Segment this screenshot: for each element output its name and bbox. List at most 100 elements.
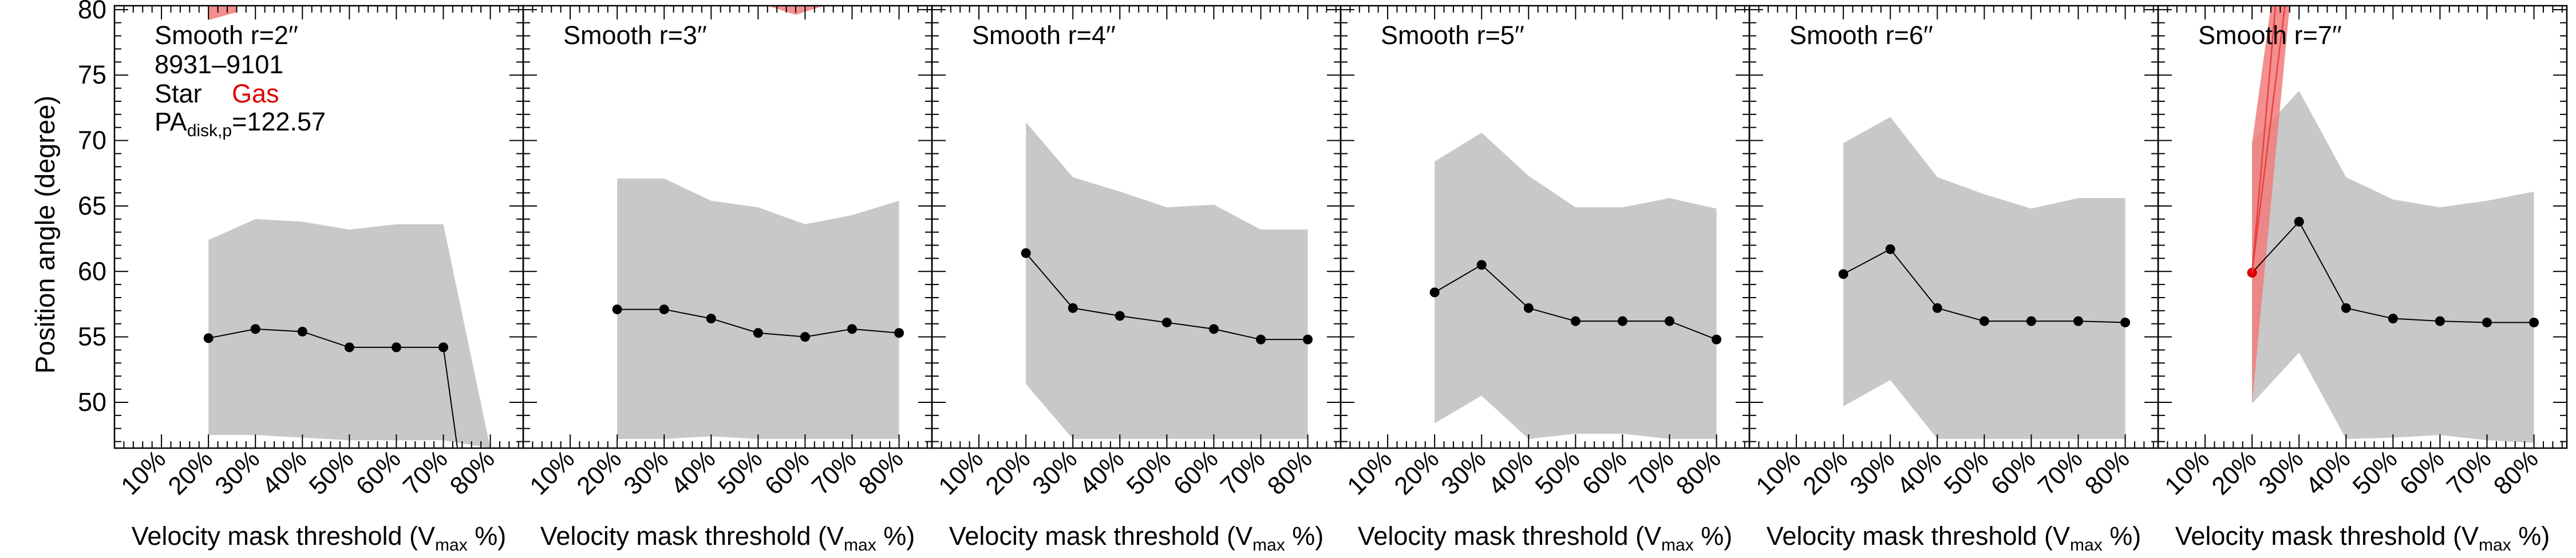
x-tick-label: 50%: [1530, 445, 1585, 500]
x-tick-label: 40%: [1074, 445, 1129, 500]
star-error-band: [208, 219, 491, 448]
x-tick-label: 30%: [2253, 445, 2309, 500]
star-data-point: [2388, 314, 2398, 324]
star-data-point: [1429, 287, 1440, 298]
x-tick-label: 50%: [2347, 445, 2403, 500]
x-axis-label: Velocity mask threshold (Vmax %): [2175, 521, 2550, 555]
plot-area: [1429, 132, 1722, 439]
x-tick-label: 20%: [980, 445, 1036, 500]
x-tick-label: 70%: [1215, 445, 1271, 500]
panel-2: 10%20%30%40%50%60%70%80% Velocity mask th…: [522, 5, 933, 555]
x-tick-label: 70%: [807, 445, 862, 500]
star-data-point: [2294, 216, 2304, 227]
x-axis-label: Velocity mask threshold (Vmax %): [949, 521, 1323, 555]
star-data-point: [250, 324, 260, 334]
x-tick-label: 80%: [2488, 445, 2544, 500]
panel-5: 10%20%30%40%50%60%70%80% Velocity mask th…: [1748, 5, 2159, 555]
x-tick-label: 20%: [1389, 445, 1444, 500]
gas-series-line: [2251, 6, 2277, 273]
star-data-point: [344, 342, 354, 353]
x-tick-label: 10%: [2159, 445, 2215, 500]
star-data-point: [391, 342, 401, 353]
x-tick-label: 20%: [571, 445, 627, 500]
x-tick-label: 60%: [2395, 445, 2450, 500]
x-tick-label: 40%: [665, 445, 721, 500]
x-tick-label: 40%: [1891, 445, 1947, 500]
star-error-band: [1843, 117, 2125, 439]
pa-disk-label: PAdisk,p=122.57: [155, 107, 326, 140]
panel-title: Smooth r=5′′: [1381, 21, 1524, 50]
panel-title: Smooth r=7′′: [2198, 21, 2342, 50]
x-tick-label: 80%: [854, 445, 909, 500]
star-data-point: [2120, 317, 2131, 327]
star-error-band: [617, 178, 899, 439]
star-data-point: [1664, 316, 1674, 326]
legend-gas-label: Gas: [232, 79, 279, 108]
y-tick-label: 55: [78, 322, 106, 351]
y-tick-label: 75: [78, 60, 106, 89]
plot-area: [2247, 6, 2539, 443]
panel-title: Smooth r=3′′: [563, 21, 707, 50]
y-tick-label: 50: [78, 387, 106, 417]
plot-area: [1021, 122, 1313, 439]
x-tick-label: 20%: [2206, 445, 2262, 500]
star-data-point: [1021, 248, 1031, 258]
x-tick-label: 70%: [398, 445, 453, 500]
star-data-point: [2482, 317, 2492, 327]
star-data-point: [2026, 316, 2036, 326]
x-tick-label: 20%: [1797, 445, 1853, 500]
star-data-point: [894, 328, 904, 338]
panel-title: Smooth r=6′′: [1789, 21, 1933, 50]
star-data-point: [1255, 334, 1266, 345]
x-tick-label: 50%: [1938, 445, 1994, 500]
panel-title: Smooth r=4′′: [972, 21, 1116, 50]
panel-3: 10%20%30%40%50%60%70%80% Velocity mask th…: [931, 5, 1342, 555]
star-data-point: [2529, 317, 2539, 327]
x-tick-label: 40%: [2300, 445, 2356, 500]
x-tick-label: 30%: [618, 445, 674, 500]
gas-error-band: [208, 6, 237, 21]
star-data-point: [1476, 260, 1487, 270]
star-data-point: [1570, 316, 1581, 326]
star-data-point: [659, 304, 669, 315]
plot-area: [612, 6, 904, 439]
star-error-band: [1435, 132, 1717, 439]
x-tick-label: 70%: [2033, 445, 2088, 500]
x-tick-label: 10%: [1751, 445, 1806, 500]
star-data-point: [203, 333, 214, 343]
star-data-point: [1523, 303, 1534, 313]
star-data-point: [706, 314, 716, 324]
star-data-point: [297, 326, 307, 337]
x-tick-label: 30%: [1844, 445, 1900, 500]
star-data-point: [2435, 316, 2445, 326]
x-tick-label: 50%: [1121, 445, 1176, 500]
star-data-point: [1068, 303, 1078, 313]
x-axis-label: Velocity mask threshold (Vmax %): [1358, 521, 1732, 555]
star-data-point: [847, 324, 857, 334]
x-tick-label: 40%: [1483, 445, 1538, 500]
y-tick-label: 65: [78, 191, 106, 220]
star-data-point: [1617, 316, 1627, 326]
x-tick-label: 60%: [1168, 445, 1224, 500]
x-tick-label: 60%: [1577, 445, 1633, 500]
panel-frame: [2157, 5, 2568, 449]
x-tick-label: 10%: [116, 445, 171, 500]
x-tick-label: 20%: [163, 445, 218, 500]
star-data-point: [1885, 244, 1895, 254]
plot-area: [1838, 6, 2131, 439]
panel-title: Smooth r=2′′: [155, 21, 298, 50]
panel-1: 50 55 60 65 70 75 80 10%20%30%40%50%60%70%80% Ve…: [78, 0, 524, 555]
x-tick-label: 70%: [1624, 445, 1680, 500]
star-data-point: [1932, 303, 1942, 313]
star-data-point: [612, 304, 622, 315]
star-data-point: [438, 342, 448, 353]
x-tick-label: 30%: [210, 445, 265, 500]
panels-group: 5055606570758010%20%30%40%50%60%70%80%Ve…: [78, 0, 2568, 555]
panel-4: 10%20%30%40%50%60%70%80% Velocity mask th…: [1340, 5, 1751, 555]
y-tick-label: 70: [78, 126, 106, 155]
star-data-point: [1208, 324, 1219, 334]
star-data-point: [800, 332, 810, 342]
star-data-point: [2341, 303, 2351, 313]
star-error-band: [2252, 90, 2534, 443]
